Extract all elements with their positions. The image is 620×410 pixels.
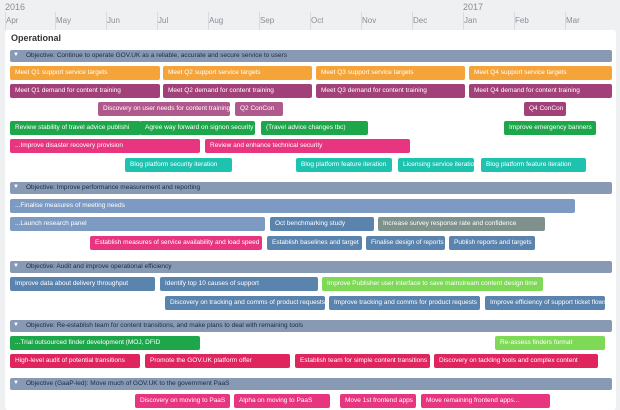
month-line (55, 12, 56, 30)
task-bar[interactable]: (Travel advice changes tbc) (261, 121, 368, 135)
month-label: Apr (6, 16, 19, 25)
year-label: 2017 (463, 2, 484, 12)
month-line (463, 12, 464, 30)
month-line (5, 12, 6, 30)
month-line (514, 12, 515, 30)
task-bar[interactable]: Meet Q3 demand for content training (316, 84, 465, 98)
month-label: Dec (413, 16, 428, 25)
task-bar[interactable]: Promote the GOV.UK platform offer (145, 354, 290, 368)
month-line (157, 12, 158, 30)
month-line (361, 12, 362, 30)
task-bar[interactable]: Discovery on moving to PaaS (135, 394, 230, 408)
task-bar[interactable]: Meet Q2 support service targets (163, 66, 312, 80)
month-label: Nov (362, 16, 377, 25)
task-bar[interactable]: Finalise design of reports (366, 236, 445, 250)
year-label: 2016 (5, 2, 26, 12)
task-bar[interactable]: Meet Q1 support service targets (10, 66, 160, 80)
month-label: Jul (158, 16, 169, 25)
objective-header: Objective: Continue to operate GOV.UK as… (10, 50, 612, 62)
task-bar[interactable]: Identify top 10 causes of support (160, 277, 318, 291)
month-label: May (56, 16, 72, 25)
task-bar[interactable]: Establish team for simple content transi… (295, 354, 430, 368)
task-bar[interactable]: Establish measures of service availabili… (90, 236, 262, 250)
task-bar[interactable]: ...Trial outsourced finder development (… (10, 336, 200, 350)
month-line (259, 12, 260, 30)
task-bar[interactable]: Improve Publisher user interface to save… (322, 277, 543, 291)
task-bar[interactable]: Q2 ConCon (235, 102, 283, 116)
task-bar[interactable]: ...Improve disaster recovery provision (10, 139, 200, 153)
month-line (208, 12, 209, 30)
month-label: Feb (515, 16, 529, 25)
task-bar[interactable]: Discovery on user needs for content trai… (98, 102, 230, 116)
task-bar[interactable]: Blog platform security iteration (125, 158, 232, 172)
task-bar[interactable]: ...Launch research panel (10, 217, 265, 231)
task-bar[interactable]: Increase survey response rate and confid… (378, 217, 545, 231)
task-bar[interactable]: Discovery on tackling tools and complex … (434, 354, 598, 368)
task-bar[interactable]: Meet Q1 demand for content training (10, 84, 160, 98)
task-bar[interactable]: Blog platform feature iteration (296, 158, 392, 172)
task-bar[interactable]: High-level audit of potential transition… (10, 354, 140, 368)
task-bar[interactable]: Improve efficiency of support ticket flo… (485, 296, 605, 310)
month-line (106, 12, 107, 30)
objective-header: Objective: Re-establish team for content… (10, 320, 612, 332)
collapse-toggle[interactable]: ▼ (13, 184, 19, 190)
collapse-toggle[interactable]: ▼ (13, 380, 19, 386)
task-bar[interactable]: Licensing service iteration (398, 158, 474, 172)
month-line (565, 12, 566, 30)
task-bar[interactable]: Oct benchmarking study (270, 217, 374, 231)
task-bar[interactable]: Review and enhance technical security (205, 139, 410, 153)
month-label: Sep (260, 16, 275, 25)
task-bar[interactable]: Review stability of travel advice publis… (10, 121, 141, 135)
task-bar[interactable]: Q4 ConCon (524, 102, 566, 116)
objective-header: Objective: Improve performance measureme… (10, 182, 612, 194)
task-bar[interactable]: Discovery on tracking and comms of produ… (165, 296, 325, 310)
task-bar[interactable]: Establish baselines and target (267, 236, 362, 250)
month-label: Jun (107, 16, 120, 25)
task-bar[interactable]: Alpha on moving to PaaS (234, 394, 330, 408)
task-bar[interactable]: Publish reports and targets (449, 236, 535, 250)
task-bar[interactable]: Improve emergency banners (504, 121, 596, 135)
month-label: Oct (311, 16, 324, 25)
task-bar[interactable]: Improve data about delivery throughput (10, 277, 155, 291)
task-bar[interactable]: Re-assess finders format (495, 336, 605, 350)
collapse-toggle[interactable]: ▼ (13, 263, 19, 269)
month-line (310, 12, 311, 30)
task-bar[interactable]: Meet Q4 demand for content training (469, 84, 612, 98)
task-bar[interactable]: Blog platform feature iteration (481, 158, 586, 172)
task-bar[interactable]: Agree way forward on signon security (140, 121, 255, 135)
month-label: Jan (464, 16, 477, 25)
task-bar[interactable]: Improve tracking and comms for product r… (329, 296, 480, 310)
objective-header: Objective: Audit and improve operational… (10, 261, 612, 273)
task-bar[interactable]: Move remaining frontend apps... (421, 394, 550, 408)
task-bar[interactable]: Move 1st frontend apps (340, 394, 416, 408)
month-line (412, 12, 413, 30)
collapse-toggle[interactable]: ▼ (13, 322, 19, 328)
task-bar[interactable]: ...Finalise measures of meeting needs (10, 199, 575, 213)
task-bar[interactable]: Meet Q4 support service targets (469, 66, 612, 80)
objective-header: Objective (GaaP-led): Move much of GOV.U… (10, 378, 612, 390)
collapse-toggle[interactable]: ▼ (13, 52, 19, 58)
month-label: Aug (209, 16, 224, 25)
task-bar[interactable]: Meet Q3 support service targets (316, 66, 465, 80)
task-bar[interactable]: Meet Q2 demand for content training (163, 84, 312, 98)
panel-title: Operational (11, 33, 62, 43)
month-label: Mar (566, 16, 580, 25)
